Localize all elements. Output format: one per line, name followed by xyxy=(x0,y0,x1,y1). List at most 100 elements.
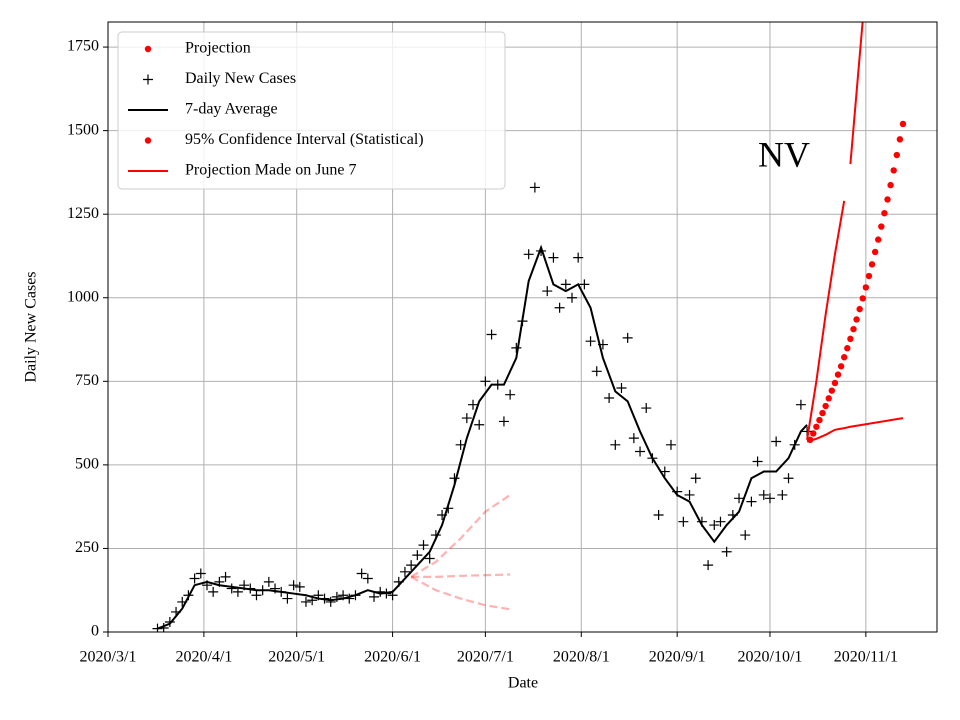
case-marker xyxy=(406,560,417,571)
case-marker xyxy=(461,413,472,424)
case-marker xyxy=(665,439,676,450)
case-marker xyxy=(604,393,615,404)
case-marker xyxy=(585,336,596,347)
case-marker xyxy=(263,576,274,587)
case-marker xyxy=(641,403,652,414)
plot-area xyxy=(152,22,907,632)
x-tick-label: 2020/9/1 xyxy=(649,649,706,666)
case-marker xyxy=(684,489,695,500)
projection-dot xyxy=(893,151,900,159)
y-tick-label: 1000 xyxy=(67,288,99,305)
legend-label: 7-day Average xyxy=(185,101,278,118)
case-marker xyxy=(505,389,516,400)
case-marker xyxy=(424,553,435,564)
projection-dot xyxy=(899,120,907,128)
case-marker xyxy=(195,568,206,579)
legend-label: Daily New Cases xyxy=(185,70,296,87)
case-marker xyxy=(715,516,726,527)
projection-dot xyxy=(825,395,832,402)
case-marker xyxy=(622,332,633,343)
x-tick-label: 2020/8/1 xyxy=(553,649,610,666)
legend: Projection Daily New Cases 7-day Average 95… xyxy=(117,31,506,190)
case-marker xyxy=(486,329,497,340)
case-marker xyxy=(610,439,621,450)
projection-dot xyxy=(865,272,873,280)
case-marker xyxy=(709,520,720,531)
y-tick-label: 1750 xyxy=(67,38,99,55)
x-tick-label: 2020/6/1 xyxy=(364,649,421,666)
x-axis-label: Date xyxy=(508,675,538,692)
case-marker xyxy=(468,399,479,410)
average-line xyxy=(157,244,808,630)
legend-marker xyxy=(143,74,153,85)
case-marker xyxy=(758,489,769,500)
case-marker xyxy=(418,540,429,551)
case-marker xyxy=(282,593,293,604)
case-marker xyxy=(771,436,782,447)
projection-dot xyxy=(828,387,836,394)
case-marker xyxy=(703,560,714,571)
case-marker xyxy=(325,596,336,607)
annotation: NV xyxy=(758,134,810,174)
legend-marker xyxy=(144,45,152,53)
projection-dot xyxy=(871,248,879,256)
x-tick-label: 2020/3/1 xyxy=(80,649,137,666)
case-marker xyxy=(764,493,775,504)
case-marker xyxy=(288,580,299,591)
projection-dot xyxy=(890,167,897,174)
case-marker xyxy=(554,302,565,313)
legend-box xyxy=(117,31,506,190)
case-marker xyxy=(164,616,175,627)
projection-dot xyxy=(875,236,882,243)
june-projection-upper xyxy=(410,494,511,578)
legend-label: 95% Confidence Interval (Statistical) xyxy=(185,131,424,148)
case-marker xyxy=(511,342,522,353)
legend-label: Projection xyxy=(185,40,251,57)
case-marker xyxy=(220,571,231,582)
y-tick-label: 750 xyxy=(75,372,99,389)
projection-dot xyxy=(868,261,876,268)
case-marker xyxy=(529,182,540,193)
y-tick-label: 250 xyxy=(75,539,99,556)
case-marker xyxy=(362,573,373,584)
case-marker xyxy=(455,439,466,450)
projection-dot xyxy=(837,363,845,370)
projection-dot xyxy=(881,209,888,217)
case-marker xyxy=(573,252,584,263)
case-marker xyxy=(566,292,577,303)
case-marker xyxy=(795,399,806,410)
june-projection-lower xyxy=(410,575,511,611)
case-marker xyxy=(591,366,602,377)
axes-frame xyxy=(107,21,938,633)
projection-dot xyxy=(853,316,860,323)
legend-label: Projection Made on June 7 xyxy=(185,162,357,179)
case-marker xyxy=(690,473,701,484)
case-marker xyxy=(208,586,219,597)
projection-dot xyxy=(887,181,894,189)
case-marker xyxy=(628,433,639,444)
legend-marker xyxy=(144,137,152,144)
projection-dot xyxy=(884,196,891,203)
case-marker xyxy=(226,583,237,594)
case-marker xyxy=(474,419,485,430)
projection-dot xyxy=(896,136,904,143)
case-marker xyxy=(560,279,571,290)
case-marker xyxy=(412,550,423,561)
projection-dot xyxy=(834,371,842,378)
june-projection-values xyxy=(411,573,511,578)
case-marker xyxy=(498,416,509,427)
case-marker xyxy=(746,496,757,507)
projection-dot xyxy=(878,223,885,230)
case-marker xyxy=(635,446,646,457)
case-marker xyxy=(369,591,380,602)
case-marker xyxy=(783,473,794,484)
case-marker xyxy=(399,566,410,577)
case-marker xyxy=(300,596,311,607)
case-marker xyxy=(523,249,534,260)
case-marker xyxy=(480,376,491,387)
x-tick-label: 2020/11/1 xyxy=(834,649,898,666)
y-tick-label: 1500 xyxy=(67,121,99,138)
case-marker xyxy=(678,516,689,527)
y-tick-label: 500 xyxy=(75,456,99,473)
